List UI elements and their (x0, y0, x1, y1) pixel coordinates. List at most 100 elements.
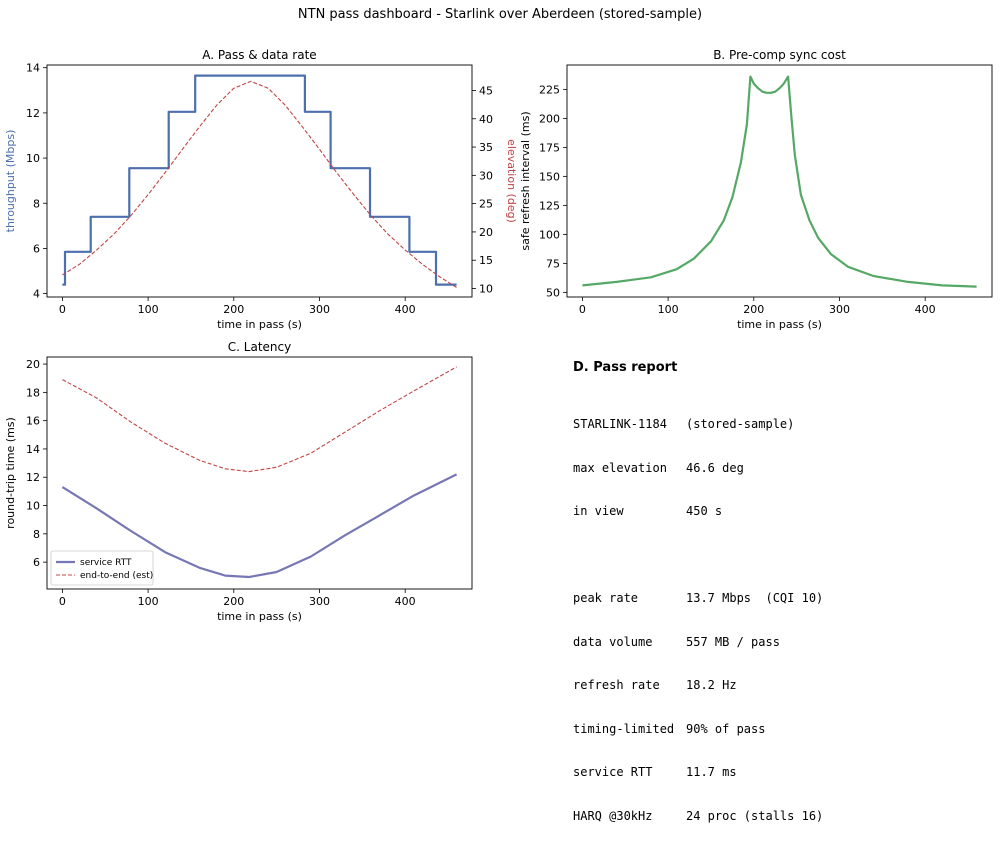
report-label: peak rate (573, 591, 639, 605)
x-tick-label: 300 (829, 303, 850, 316)
report-value: 557 MB / pass (686, 634, 780, 649)
x-tick-label: 300 (309, 303, 330, 316)
report-label: timing-limited (573, 721, 675, 736)
dashboard-figure: NTN pass dashboard - Starlink over Aberd… (4, 7, 993, 623)
chart-title-A: A. Pass & data rate (202, 48, 316, 62)
series-line-safe-refresh-interval (582, 75, 977, 288)
series-line-throughput (62, 74, 457, 286)
plot-frame-A (46, 64, 473, 298)
report-value: 90% of pass (686, 721, 766, 736)
chart-title-B: B. Pre-comp sync cost (713, 48, 846, 62)
y-tick-label: 200 (539, 112, 560, 125)
report-spacer (573, 548, 823, 563)
report-row: refresh rate 18.2 Hz (573, 678, 823, 693)
series-line-end-to-end-est- (62, 366, 457, 473)
pass-report-body: STARLINK-1184 (stored-sample) max elevati… (573, 388, 823, 852)
x-tick-label: 0 (59, 303, 66, 316)
report-value: 13.7 Mbps (CQI 10) (686, 591, 824, 605)
y2-tick-label: 35 (479, 141, 493, 154)
y-tick-label: 14 (26, 62, 40, 75)
report-label: data volume (573, 634, 653, 649)
x-tick-label: 0 (59, 595, 66, 608)
plot-frame-C (46, 356, 473, 590)
y-tick-label: 125 (539, 199, 560, 212)
report-label: in view (573, 504, 624, 518)
y-tick-label: 12 (26, 471, 40, 484)
y-axis-label: round-trip time (ms) (4, 417, 17, 529)
report-value: 24 proc (stalls 16) (686, 808, 824, 823)
report-row: data volume 557 MB / pass (573, 635, 823, 650)
report-row: HARQ @30kHz 24 proc (stalls 16) (573, 809, 823, 824)
report-row: timing-limited 90% of pass (573, 722, 823, 737)
y-tick-label: 10 (26, 152, 40, 165)
chart-title-C: C. Latency (228, 340, 291, 354)
report-label: refresh rate (573, 678, 660, 692)
report-row: STARLINK-1184 (stored-sample) (573, 417, 823, 432)
report-row: service RTT 11.7 ms (573, 765, 823, 780)
plot-frame-B (566, 64, 993, 298)
y-tick-label: 18 (26, 386, 40, 399)
x-tick-label: 200 (743, 303, 764, 316)
y-tick-label: 150 (539, 170, 560, 183)
x-tick-label: 0 (579, 303, 586, 316)
legend-box (50, 550, 154, 586)
y-tick-label: 100 (539, 228, 560, 241)
report-label: STARLINK-1184 (573, 417, 667, 431)
y-axis-label: throughput (Mbps) (4, 130, 17, 233)
report-label: HARQ @30kHz (573, 808, 653, 823)
y-tick-label: 10 (26, 500, 40, 513)
report-label: service RTT (573, 765, 653, 779)
y-tick-label: 6 (33, 556, 40, 569)
report-row: peak rate 13.7 Mbps (CQI 10) (573, 591, 823, 606)
y2-tick-label: 40 (479, 113, 493, 126)
y2-tick-label: 45 (479, 84, 493, 97)
y-tick-label: 12 (26, 107, 40, 120)
y-tick-label: 175 (539, 141, 560, 154)
y-tick-label: 6 (33, 242, 40, 255)
legend-entry: end-to-end (est) (80, 571, 153, 581)
series-line-service-rtt (61, 473, 458, 579)
x-tick-label: 200 (223, 595, 244, 608)
y-axis-label: safe refresh interval (ms) (519, 111, 532, 250)
x-axis-label: time in pass (s) (217, 610, 302, 623)
report-value: (stored-sample) (686, 417, 795, 431)
y-tick-label: 8 (33, 197, 40, 210)
y2-tick-label: 10 (479, 283, 493, 296)
report-value: 11.7 ms (686, 765, 737, 779)
y-tick-label: 4 (33, 288, 40, 301)
y-tick-label: 75 (546, 257, 560, 270)
x-tick-label: 100 (658, 303, 679, 316)
y2-tick-label: 25 (479, 198, 493, 211)
y2-tick-label: 15 (479, 254, 493, 267)
y-tick-label: 225 (539, 83, 560, 96)
x-tick-label: 400 (395, 303, 416, 316)
x-tick-label: 400 (395, 595, 416, 608)
x-tick-label: 100 (138, 303, 159, 316)
y2-axis-label: elevation (deg) (505, 139, 518, 223)
y-tick-label: 8 (33, 528, 40, 541)
y2-tick-label: 30 (479, 169, 493, 182)
x-axis-label: time in pass (s) (217, 318, 302, 331)
y-tick-label: 16 (26, 415, 40, 428)
pass-report: D. Pass report STARLINK-1184 (stored-samp… (573, 360, 823, 852)
report-label: max elevation (573, 460, 667, 475)
y-tick-label: 50 (546, 286, 560, 299)
x-axis-label: time in pass (s) (737, 318, 822, 331)
report-value: 450 s (686, 504, 723, 518)
y-tick-label: 20 (26, 358, 40, 371)
series-line-elevation (62, 80, 457, 288)
report-row: max elevation 46.6 deg (573, 461, 823, 476)
report-value: 46.6 deg (686, 460, 744, 475)
pass-report-title: D. Pass report (573, 360, 678, 375)
legend-entry: service RTT (80, 558, 132, 568)
x-tick-label: 100 (138, 595, 159, 608)
x-tick-label: 200 (223, 303, 244, 316)
figure-title: NTN pass dashboard - Starlink over Aberd… (298, 7, 702, 22)
report-row: in view 450 s (573, 504, 823, 519)
y-tick-label: 14 (26, 443, 40, 456)
report-value: 18.2 Hz (686, 678, 737, 692)
y2-tick-label: 20 (479, 226, 493, 239)
x-tick-label: 400 (915, 303, 936, 316)
x-tick-label: 300 (309, 595, 330, 608)
